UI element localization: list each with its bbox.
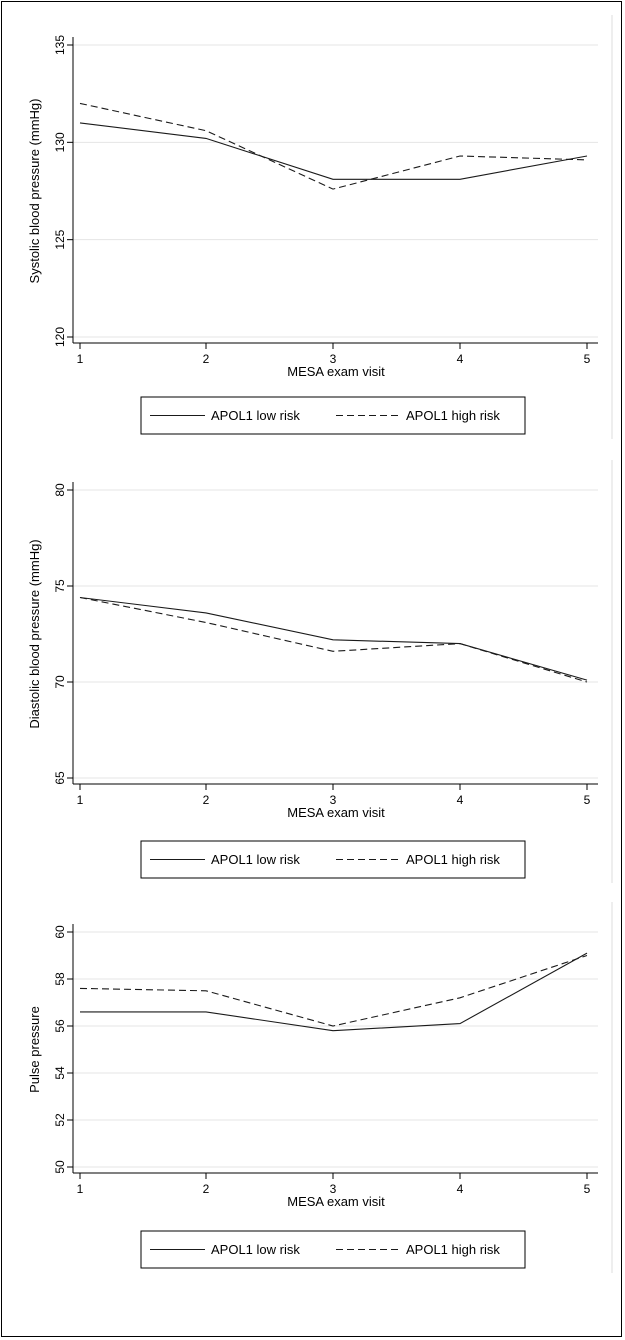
y-tick-label: 54 xyxy=(53,1066,67,1080)
legend-label-low-risk: APOL1 low risk xyxy=(211,852,300,867)
x-axis-title: MESA exam visit xyxy=(287,805,385,820)
y-axis-title: Pulse pressure xyxy=(27,1006,42,1093)
y-axis-title: Systolic blood pressure (mmHg) xyxy=(27,99,42,284)
y-tick-label: 58 xyxy=(53,972,67,986)
x-tick-label: 5 xyxy=(584,1182,591,1196)
series-line-high-risk xyxy=(79,954,588,1027)
legend: APOL1 low risk APOL1 high risk xyxy=(140,840,526,879)
y-axis-title: Diastolic blood pressure (mmHg) xyxy=(27,539,42,728)
y-tick-label: 70 xyxy=(53,675,67,689)
y-tick-label: 130 xyxy=(53,132,67,152)
series-line-low-risk xyxy=(80,952,588,1032)
y-tick-label: 80 xyxy=(53,483,67,497)
x-tick-label: 1 xyxy=(77,352,84,366)
chart-panel-2: 65 70 75 80 1 2 3 4 5 MESA exam visit Diastolic bl… xyxy=(27,460,613,883)
x-axis-title: MESA exam visit xyxy=(287,1194,385,1209)
series-line-high-risk xyxy=(79,102,588,190)
x-axis-title: MESA exam visit xyxy=(287,364,385,379)
x-tick-label: 3 xyxy=(330,793,337,807)
legend: APOL1 low risk APOL1 high risk xyxy=(140,1230,526,1269)
chart-panel-3: 50 52 54 56 58 60 1 2 3 4 5 MESA exam visit Pulse pr… xyxy=(27,902,613,1273)
y-tick-label: 75 xyxy=(53,579,67,593)
y-tick-label: 135 xyxy=(53,35,67,55)
x-tick-label: 4 xyxy=(457,793,464,807)
series-line-high-risk xyxy=(79,596,588,683)
y-tick-label: 56 xyxy=(53,1019,67,1033)
chart-panel-1: 120 125 130 135 1 2 3 4 5 MESA exam visit Systolic… xyxy=(27,15,613,439)
legend-label-high-risk: APOL1 high risk xyxy=(406,1242,500,1257)
series-line-low-risk xyxy=(79,596,588,681)
legend-label-low-risk: APOL1 low risk xyxy=(211,1242,300,1257)
x-tick-label: 2 xyxy=(203,793,210,807)
y-tick-label: 52 xyxy=(53,1113,67,1127)
x-tick-label: 4 xyxy=(457,1182,464,1196)
series-line-low-risk xyxy=(79,122,588,180)
y-tick-label: 120 xyxy=(53,327,67,347)
legend: APOL1 low risk APOL1 high risk xyxy=(140,396,526,435)
y-tick-label: 60 xyxy=(53,925,67,939)
x-tick-label: 2 xyxy=(203,1182,210,1196)
x-tick-label: 3 xyxy=(330,1182,337,1196)
x-tick-label: 1 xyxy=(77,793,84,807)
y-tick-label: 125 xyxy=(53,229,67,249)
y-tick-label: 50 xyxy=(53,1160,67,1174)
legend-label-high-risk: APOL1 high risk xyxy=(406,852,500,867)
x-tick-label: 5 xyxy=(584,352,591,366)
legend-label-high-risk: APOL1 high risk xyxy=(406,408,500,423)
legend-label-low-risk: APOL1 low risk xyxy=(211,408,300,423)
x-tick-label: 2 xyxy=(203,352,210,366)
x-tick-label: 5 xyxy=(584,793,591,807)
x-tick-label: 1 xyxy=(77,1182,84,1196)
x-tick-label: 3 xyxy=(330,352,337,366)
x-tick-label: 4 xyxy=(457,352,464,366)
y-tick-label: 65 xyxy=(53,771,67,785)
